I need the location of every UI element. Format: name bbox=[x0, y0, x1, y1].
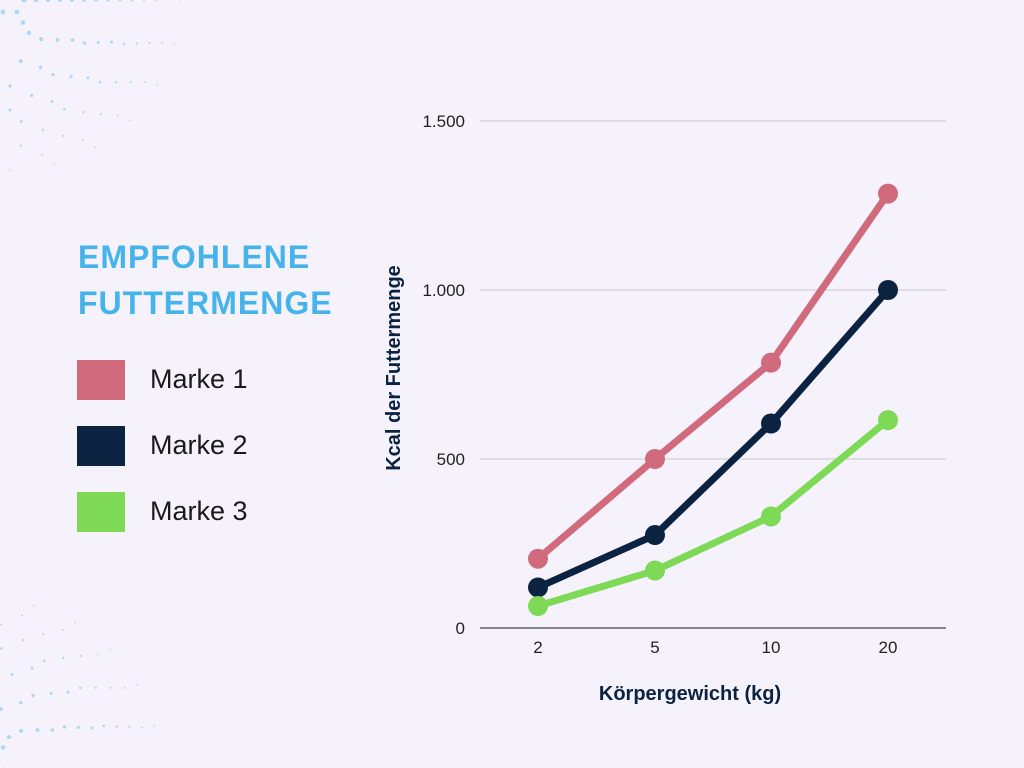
series-line bbox=[534, 416, 892, 610]
y-axis-title: Kcal der Futtermenge bbox=[383, 265, 405, 471]
data-point bbox=[878, 280, 898, 300]
series-2 bbox=[528, 280, 898, 598]
legend-label-marke-3: Marke 3 bbox=[150, 496, 248, 526]
data-point bbox=[761, 506, 781, 527]
data-point bbox=[645, 449, 665, 469]
legend-item-marke-1: Marke 1 bbox=[77, 360, 337, 402]
x-tick-label: 20 bbox=[879, 638, 898, 657]
series-1 bbox=[528, 183, 898, 569]
data-point bbox=[528, 577, 548, 598]
y-axis-ticks: 0 500 1.000 1.500 bbox=[422, 112, 465, 638]
legend-label-marke-1: Marke 1 bbox=[150, 364, 248, 394]
legend-swatch-marke-2 bbox=[77, 426, 125, 466]
y-tick-label: 1.500 bbox=[422, 112, 465, 131]
chart-title-line-1: EMPFOHLENE bbox=[78, 239, 311, 275]
x-tick-label: 5 bbox=[650, 638, 659, 657]
chart-title-line-2: FUTTERMENGE bbox=[78, 285, 333, 321]
legend-label-marke-2: Marke 2 bbox=[150, 430, 248, 460]
data-point bbox=[878, 410, 898, 431]
legend-item-marke-2: Marke 2 bbox=[77, 426, 337, 468]
y-tick-label: 0 bbox=[456, 619, 465, 638]
data-point bbox=[645, 560, 665, 581]
chart-title: EMPFOHLENE FUTTERMENGE bbox=[78, 234, 333, 326]
legend-item-marke-3: Marke 3 bbox=[77, 492, 337, 534]
legend-swatch-marke-1 bbox=[77, 360, 125, 400]
series-lines bbox=[528, 183, 898, 617]
x-axis-title: Körpergewicht (kg) bbox=[599, 683, 781, 705]
series-line bbox=[534, 286, 892, 591]
data-point bbox=[528, 596, 548, 617]
data-point bbox=[761, 352, 781, 373]
data-point bbox=[645, 525, 665, 546]
series-3 bbox=[528, 410, 898, 617]
data-point bbox=[878, 183, 898, 204]
x-tick-label: 2 bbox=[533, 638, 542, 657]
series-line bbox=[534, 190, 892, 563]
data-point bbox=[528, 548, 548, 569]
data-point bbox=[761, 413, 781, 434]
y-tick-label: 500 bbox=[437, 450, 465, 469]
grid-lines bbox=[480, 120, 946, 629]
x-axis-ticks: 2 5 10 20 bbox=[533, 638, 897, 657]
y-tick-label: 1.000 bbox=[422, 281, 465, 300]
x-tick-label: 10 bbox=[762, 638, 781, 657]
legend-swatch-marke-3 bbox=[77, 492, 125, 532]
